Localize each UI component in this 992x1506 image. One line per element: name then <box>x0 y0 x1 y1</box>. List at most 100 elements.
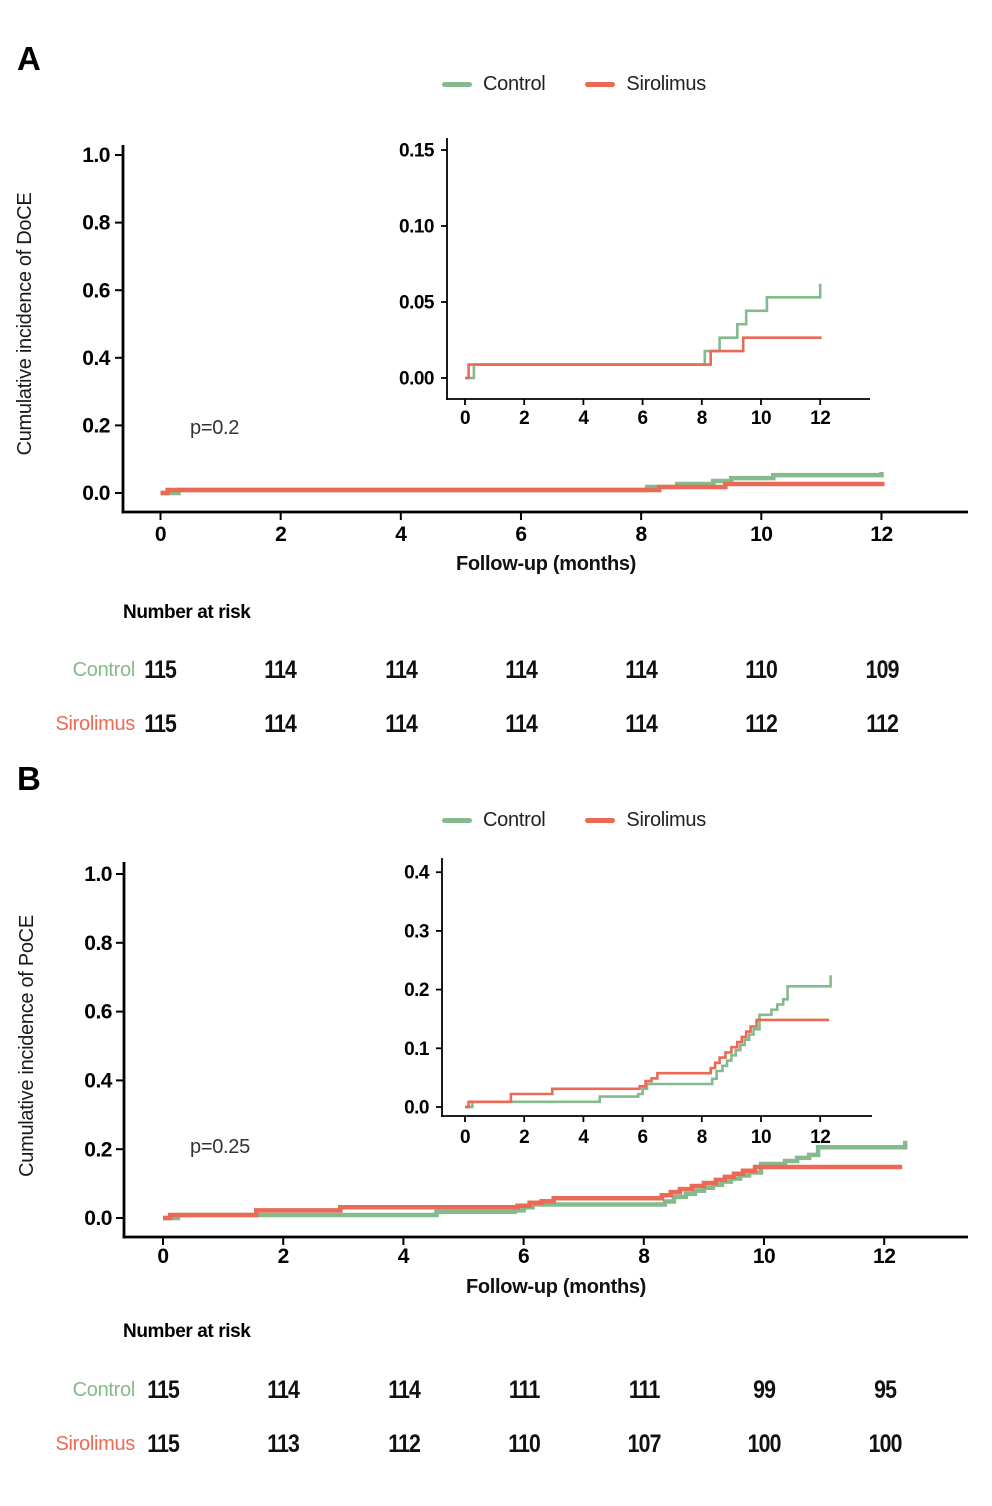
legend-label-sirolimus: Sirolimus <box>626 808 706 831</box>
risk-value: 111 <box>628 1376 660 1404</box>
panel-B-main-curve-control <box>163 1140 908 1221</box>
x-tick-label: 4 <box>578 1127 589 1148</box>
x-tick-label: 0 <box>155 523 166 546</box>
risk-value: 114 <box>505 656 538 684</box>
panel-A-inset-axes: 0.00 0.05 0.10 0.15 0 2 4 6 8 10 12 <box>399 138 870 429</box>
panel-b-risk-values-sirolimus: 115 113 112 110 107 100 100 <box>103 1430 945 1458</box>
x-tick-label: 10 <box>750 523 772 546</box>
y-tick-label: 1.0 <box>82 144 110 167</box>
legend-label-control: Control <box>483 72 546 95</box>
risk-value: 114 <box>267 1376 301 1404</box>
y-tick-label: 0.8 <box>82 212 111 235</box>
legend-item-control: Control <box>442 809 546 832</box>
control-line-icon <box>442 817 473 823</box>
panel-a-letter: A <box>17 40 41 77</box>
x-tick-label: 2 <box>519 408 529 429</box>
panel-A: 0.00.20.40.60.81.00 2 4 6 8 10 120.000.050.100… <box>82 138 968 546</box>
y-tick-label: 0.4 <box>404 863 430 884</box>
x-tick-label: 4 <box>398 1245 410 1268</box>
risk-value: 114 <box>625 656 658 684</box>
legend-label-sirolimus: Sirolimus <box>626 72 706 95</box>
risk-value: 114 <box>384 656 418 684</box>
risk-value: 114 <box>384 710 418 738</box>
x-tick-label: 6 <box>638 408 648 429</box>
y-tick-label: 0.05 <box>399 292 435 313</box>
x-tick-label: 2 <box>519 1127 529 1148</box>
x-tick-label: 12 <box>870 523 892 546</box>
panel-b-p-value: p=0.25 <box>190 1136 250 1158</box>
y-tick-label: 0.15 <box>399 140 435 161</box>
risk-value: 100 <box>868 1430 902 1458</box>
y-tick-label: 0.4 <box>84 1070 113 1093</box>
panel-a-risk-row-sirolimus: Sirolimus 115 114 114 114 114 112 112 <box>0 710 992 738</box>
panel-b-risk-row-control: Control 115 114 114 111 111 99 95 <box>0 1376 992 1404</box>
y-tick-label: 0.0 <box>84 1207 112 1230</box>
panel-b-risk-values-control: 115 114 114 111 111 99 95 <box>103 1376 945 1404</box>
x-tick-label: 4 <box>395 523 407 546</box>
y-tick-label: 0.3 <box>404 921 429 942</box>
y-tick-label: 1.0 <box>84 863 112 886</box>
y-tick-label: 0.10 <box>399 216 434 237</box>
y-tick-label: 0.2 <box>404 980 429 1001</box>
x-tick-label: 2 <box>275 523 286 546</box>
x-tick-label: 8 <box>697 1127 707 1148</box>
risk-value: 114 <box>264 710 298 738</box>
x-tick-label: 4 <box>578 408 589 429</box>
risk-value: 114 <box>505 710 538 738</box>
risk-value: 107 <box>627 1430 662 1458</box>
x-tick-label: 0 <box>460 408 470 429</box>
panel-b-x-axis-title: Follow-up (months) <box>465 1276 647 1298</box>
risk-value: 114 <box>264 656 298 684</box>
y-tick-label: 0.1 <box>404 1039 430 1060</box>
risk-value: 114 <box>387 1376 421 1404</box>
panel-a-risk-values-control: 115 114 114 114 114 110 109 <box>100 656 942 684</box>
risk-value: 115 <box>144 710 177 738</box>
legend-item-sirolimus: Sirolimus <box>585 73 706 96</box>
risk-value: 95 <box>873 1376 897 1404</box>
panel-a-risk-values-sirolimus: 115 114 114 114 114 112 112 <box>100 710 942 738</box>
panel-a-risk-label-sirolimus: Sirolimus <box>55 713 135 735</box>
x-tick-label: 12 <box>810 1127 830 1148</box>
panel-B-inset-curve-sirolimus <box>465 1018 830 1109</box>
panel-a-risk-row-control: Control 115 114 114 114 114 110 109 <box>0 656 992 684</box>
panel-B-main-axes: 0.0 0.2 0.4 0.6 0.8 1.0 0 2 4 6 8 10 12 <box>84 862 968 1268</box>
panel-B-inset-curve-control <box>465 975 832 1109</box>
sirolimus-line-icon <box>585 81 616 87</box>
risk-value: 115 <box>147 1430 180 1458</box>
panel-b-letter: B <box>17 760 41 797</box>
sirolimus-line-icon <box>585 817 616 823</box>
panel-b-legend: Control Sirolimus <box>156 806 992 834</box>
risk-value: 112 <box>745 710 779 738</box>
risk-value: 111 <box>508 1376 540 1404</box>
risk-value: 99 <box>753 1376 777 1404</box>
legend-item-control: Control <box>442 72 546 96</box>
y-tick-label: 0.6 <box>82 279 110 302</box>
y-tick-label: 0.0 <box>404 1097 429 1118</box>
panel-b-risk-title: Number at risk <box>123 1321 251 1342</box>
x-tick-label: 0 <box>157 1245 168 1268</box>
panel-A-main-axes: 0.0 0.2 0.4 0.6 0.8 1.0 0 2 4 6 8 10 12 <box>82 144 968 546</box>
legend-item-sirolimus: Sirolimus <box>585 809 706 832</box>
x-tick-label: 0 <box>460 1127 470 1148</box>
y-tick-label: 0.0 <box>82 482 110 505</box>
risk-value: 109 <box>865 656 899 684</box>
panel-B-main-curve-sirolimus <box>163 1164 903 1221</box>
x-tick-label: 2 <box>278 1245 289 1268</box>
risk-value: 112 <box>387 1430 421 1458</box>
x-tick-label: 8 <box>697 408 707 429</box>
risk-value: 112 <box>865 710 899 738</box>
risk-value: 100 <box>748 1430 782 1458</box>
risk-value: 115 <box>144 656 177 684</box>
panel-a-p-value: p=0.2 <box>190 417 240 439</box>
panel-b-risk-label-sirolimus: Sirolimus <box>55 1433 135 1455</box>
y-tick-label: 0.2 <box>84 1138 112 1161</box>
panel-B-inset-axes: 0.0 0.1 0.2 0.3 0.4 0 2 4 6 8 10 12 <box>404 858 872 1148</box>
x-tick-label: 6 <box>515 523 526 546</box>
x-tick-label: 10 <box>751 1127 771 1148</box>
risk-value: 113 <box>267 1430 301 1458</box>
x-tick-label: 8 <box>638 1245 650 1268</box>
x-tick-label: 8 <box>636 523 648 546</box>
x-tick-label: 12 <box>810 408 830 429</box>
